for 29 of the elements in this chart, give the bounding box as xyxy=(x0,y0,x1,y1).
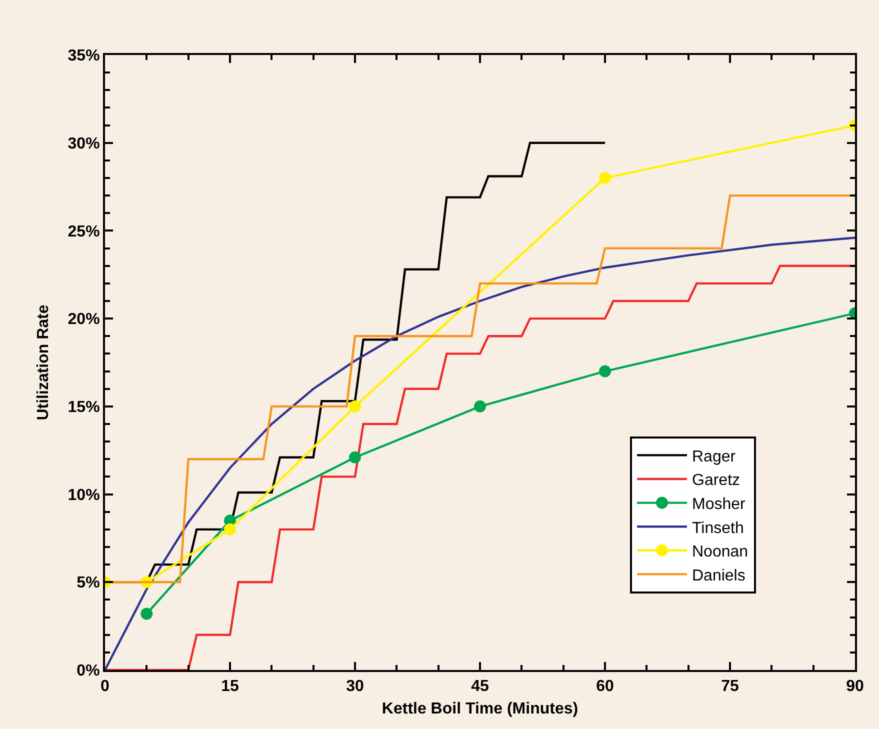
x-tick-label: 75 xyxy=(721,678,739,696)
point xyxy=(474,400,486,412)
y-axis-title: Utilization Rate xyxy=(35,304,52,420)
y-tick-label: 10% xyxy=(68,486,100,504)
point xyxy=(140,608,153,620)
x-tick-label: 60 xyxy=(596,678,614,696)
y-tick-label: 25% xyxy=(68,223,100,240)
x-tick-label: 45 xyxy=(471,678,489,696)
legend-label: Noonan xyxy=(692,544,748,561)
point xyxy=(349,400,361,412)
y-tick-label: 15% xyxy=(68,399,100,416)
y-tick-label: 5% xyxy=(76,574,100,592)
x-tick-label: 15 xyxy=(221,678,239,696)
legend-label: Daniels xyxy=(692,567,746,584)
point xyxy=(599,172,611,184)
point xyxy=(599,365,611,378)
legend-label: Tinseth xyxy=(692,520,744,537)
legend-label: Rager xyxy=(692,448,736,466)
x-tick-label: 30 xyxy=(346,678,364,696)
x-tick-label: 0 xyxy=(100,678,110,696)
x-axis-title: Kettle Boil Time (Minutes) xyxy=(382,700,578,718)
point xyxy=(349,451,361,464)
legend-label: Mosher xyxy=(692,496,746,514)
x-tick-label: 90 xyxy=(846,678,864,696)
point xyxy=(224,523,236,536)
y-tick-label: 0% xyxy=(76,662,100,680)
y-tick-label: 20% xyxy=(68,311,100,328)
y-tick-label: 30% xyxy=(68,135,100,152)
y-tick-label: 35% xyxy=(68,48,100,65)
